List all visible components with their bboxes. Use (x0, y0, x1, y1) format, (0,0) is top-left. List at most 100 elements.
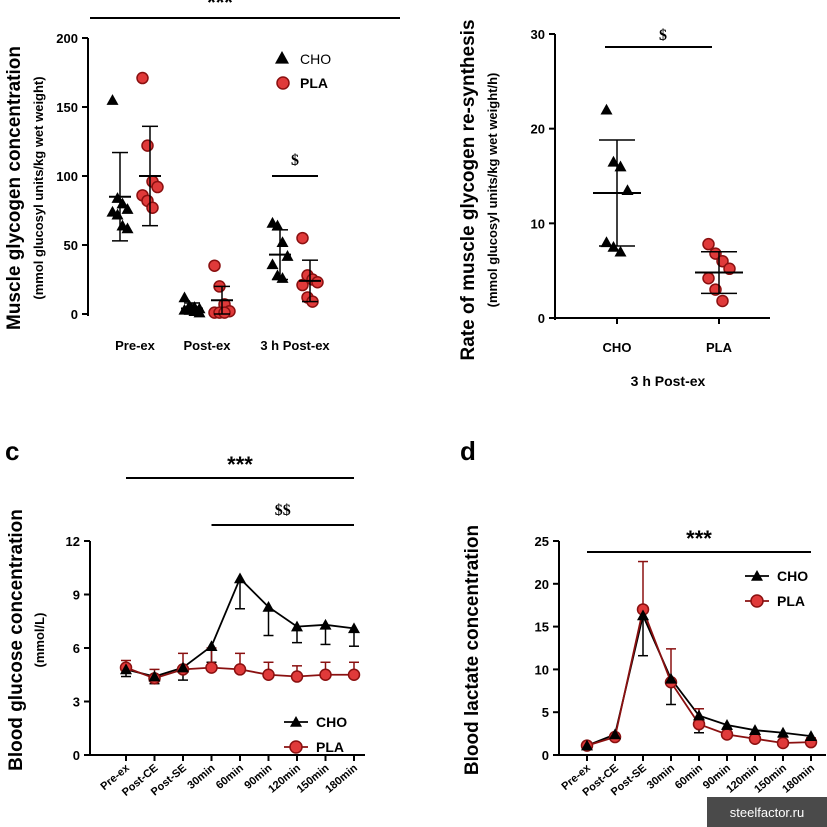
y-tick-label: 6 (73, 641, 80, 656)
cho-point (348, 622, 360, 634)
y-tick-label: 5 (542, 705, 549, 720)
cho-point (665, 672, 677, 684)
x-tick-label: Pre-ex (115, 338, 156, 353)
y-axis-label: Blood lactate concentration (462, 525, 483, 775)
legend-cho-marker (751, 570, 763, 581)
cho-point (178, 291, 191, 303)
watermark: steelfactor.ru (707, 797, 827, 827)
y-axis-label: Rate of muscle glycogen re-synthesis (458, 19, 479, 360)
cho-point (121, 222, 134, 234)
x-tick-label: 30min (185, 762, 217, 792)
x-tick-label: 3 h Post-ex (260, 338, 330, 353)
significance-label: $ (291, 152, 299, 169)
y-tick-label: 25 (535, 534, 549, 549)
pla-point (347, 668, 361, 681)
x-tick-label: CHO (603, 340, 632, 355)
cho-point (262, 600, 275, 612)
pla-point (319, 668, 332, 681)
x-tick-label: 60min (673, 762, 705, 792)
pla-point (723, 262, 736, 276)
pla-point (218, 306, 231, 319)
cho-point (291, 620, 303, 632)
pla-point (720, 728, 734, 741)
significance-label: *** (227, 452, 253, 477)
legend-pla-label: PLA (777, 593, 805, 609)
cho-point (266, 258, 279, 270)
significance-label: $ (659, 27, 667, 44)
y-tick-label: 20 (531, 122, 545, 137)
significance-label: $$ (275, 502, 291, 519)
cho-point (319, 618, 332, 630)
x-tick-label: Post-ex (184, 338, 232, 353)
y-tick-label: 15 (535, 620, 549, 635)
y-tick-label: 10 (535, 662, 549, 677)
cho-point (234, 572, 246, 584)
cho-point (121, 203, 134, 214)
pla-point (141, 139, 154, 152)
legend-pla-marker (750, 594, 764, 608)
pla-point (311, 276, 324, 289)
pla-point (716, 294, 729, 308)
y-axis-label-2: (mmol glucosyl units/kg wet weight) (31, 76, 46, 299)
cho-point (777, 726, 789, 738)
cho-point (276, 236, 289, 248)
y-tick-label: 100 (56, 169, 78, 184)
cho-point (805, 730, 817, 741)
y-tick-label: 10 (531, 216, 545, 231)
legend-cho-label: CHO (300, 51, 331, 67)
significance-label: *** (686, 526, 712, 551)
panel-label: d (460, 436, 476, 466)
pla-point (290, 670, 304, 683)
y-tick-label: 50 (64, 238, 78, 253)
x-tick-label: 60min (214, 762, 246, 792)
cho-point (148, 670, 161, 682)
y-tick-label: 20 (535, 577, 549, 592)
cho-point (600, 103, 613, 115)
y-tick-label: 0 (73, 748, 80, 763)
pla-point (208, 259, 221, 272)
cho-point (205, 640, 218, 652)
y-axis-label: Muscle glycogen concentration (4, 46, 25, 330)
y-tick-label: 0 (542, 748, 549, 763)
legend-cho-label: CHO (777, 568, 808, 584)
legend-cho-marker (275, 51, 289, 64)
cho-point (600, 236, 613, 248)
pla-point (136, 71, 149, 85)
cho-point (637, 609, 649, 621)
x-tick-label: 180min (780, 762, 817, 796)
pla-point (702, 271, 715, 285)
legend-cho-label: CHO (316, 714, 347, 730)
y-tick-label: 200 (56, 31, 78, 46)
y-tick-label: 12 (66, 534, 80, 549)
pla-point (262, 668, 275, 681)
cho-point (106, 94, 119, 105)
cho-point (177, 661, 189, 673)
pla-point (205, 661, 218, 674)
cho-point (609, 728, 621, 740)
legend-pla-label: PLA (316, 739, 344, 755)
legend-pla-marker (289, 740, 303, 754)
x-tick-label: 180min (323, 762, 360, 796)
y-tick-label: 3 (73, 695, 80, 710)
x-tick-label: PLA (706, 340, 733, 355)
pla-point (296, 278, 309, 292)
panel-label: c (5, 436, 19, 466)
legend-cho-marker (290, 716, 302, 727)
significance-label: *** (207, 0, 233, 15)
cho-point (721, 719, 733, 730)
y-tick-label: 0 (71, 307, 78, 322)
y-axis-label-2: (mmol/L) (32, 613, 47, 668)
cho-point (749, 724, 761, 735)
pla-point (233, 663, 247, 676)
y-tick-label: 0 (538, 311, 545, 326)
pla-point (151, 180, 164, 194)
y-tick-label: 9 (73, 588, 80, 603)
x-tick-label: 30min (645, 762, 677, 792)
y-axis-label-2: (mmol glucosyl units/kg wet weight/h) (485, 73, 500, 308)
cho-point (271, 219, 284, 231)
legend-pla-label: PLA (300, 75, 328, 91)
cho-point (693, 709, 705, 721)
cho-point (614, 245, 627, 257)
pla-point (296, 231, 309, 245)
